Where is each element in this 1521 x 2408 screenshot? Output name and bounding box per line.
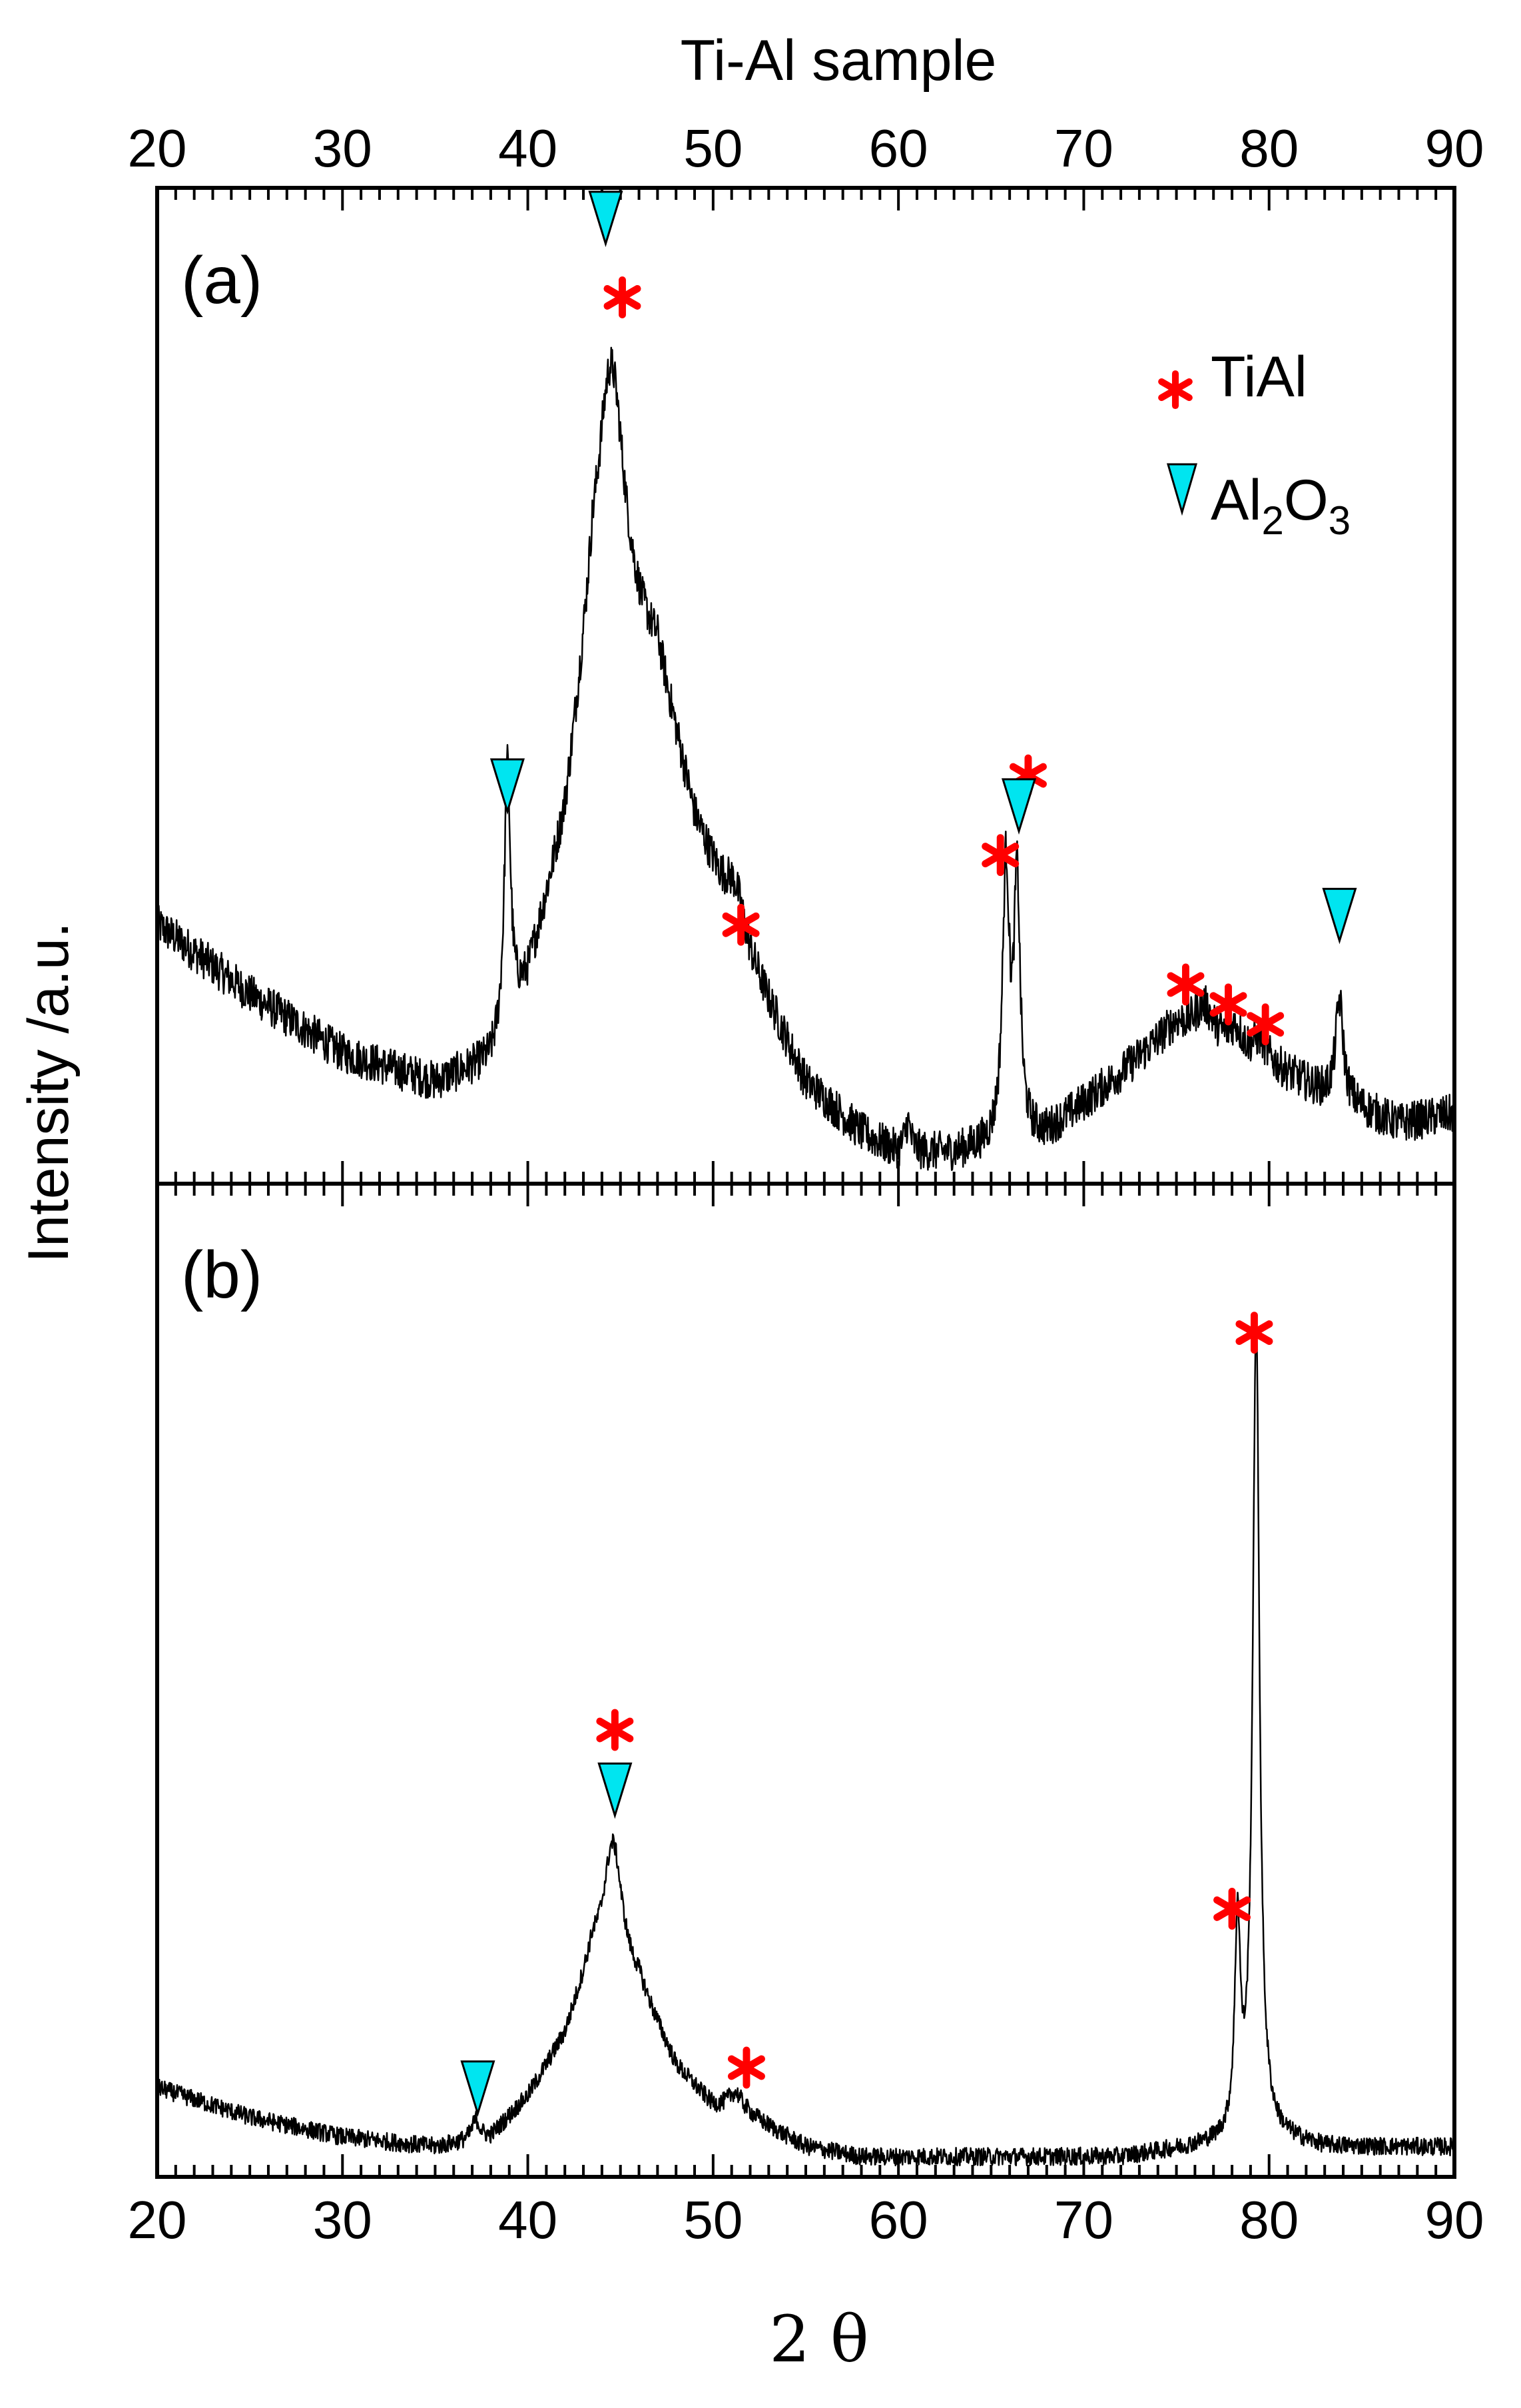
tial-asterisk-marker-icon (596, 1709, 634, 1751)
tial-asterisk-marker-icon (1247, 1003, 1285, 1046)
top-tick-label: 20 (128, 119, 187, 178)
panel-a: (a) (155, 186, 1456, 1186)
legend-al2o3-mid: O (1284, 468, 1329, 532)
bottom-tick-label: 80 (1239, 2190, 1299, 2249)
al2o3-triangle-marker-icon (588, 191, 623, 247)
al2o3-triangle-marker-icon (460, 2060, 495, 2117)
legend-al2o3-triangle-icon (1167, 463, 1197, 516)
tial-asterisk-marker-icon (1213, 1887, 1251, 1930)
top-tick-label: 90 (1425, 119, 1484, 178)
tial-asterisk-marker-icon (1235, 1312, 1273, 1354)
panel-b-label: (b) (181, 1238, 262, 1312)
al2o3-triangle-marker-icon (597, 1763, 633, 1819)
asterisk-stroke (982, 843, 1020, 868)
bottom-tick-label: 90 (1425, 2190, 1484, 2249)
legend-asterisk-shape (1158, 370, 1193, 410)
asterisk-stroke (596, 1717, 634, 1743)
legend-al2o3-main: Al (1211, 468, 1261, 532)
asterisk-stroke (603, 284, 641, 310)
al2o3-triangle-marker-icon (1322, 887, 1357, 945)
asterisk-stroke (722, 912, 760, 937)
asterisk-stroke (1235, 1320, 1273, 1346)
top-tick-label: 40 (498, 119, 557, 178)
bottom-tick-label: 60 (869, 2190, 928, 2249)
x-axis-title: 2 θ (769, 2302, 868, 2377)
top-tick-label: 60 (869, 119, 928, 178)
top-tick-label: 30 (313, 119, 372, 178)
tial-asterisk-marker-icon (722, 903, 760, 946)
asterisk-stroke (1167, 972, 1205, 997)
legend: TiAl Al2O3 (1158, 345, 1351, 543)
top-tick-labels: 20 30 40 50 60 70 80 90 (128, 119, 1484, 178)
top-tick-label: 50 (683, 119, 743, 178)
tial-asterisk-marker-icon (1167, 963, 1205, 1006)
tial-asterisk-marker-icon (982, 834, 1020, 877)
legend-tial-label: TiAl (1211, 345, 1307, 409)
bottom-tick-label: 30 (313, 2190, 372, 2249)
panel-b-spectrum (156, 1312, 1456, 2167)
bottom-tick-labels: 20 30 40 50 60 70 80 90 (128, 2190, 1484, 2249)
legend-al2o3-label: Al2O3 (1211, 468, 1351, 543)
al2o3-triangle-marker-icon (489, 758, 525, 815)
tial-asterisk-marker-icon (727, 2046, 765, 2089)
asterisk-stroke (1009, 763, 1047, 788)
asterisk-stroke (1158, 378, 1193, 402)
asterisk-stroke (1247, 1012, 1285, 1037)
legend-al2o3-sub2: 3 (1329, 498, 1351, 543)
panel-b-markers (460, 1312, 1273, 2117)
panel-b-ticks (156, 1184, 1456, 2177)
asterisk-stroke (727, 2055, 765, 2080)
top-tick-label: 80 (1239, 119, 1299, 178)
legend-al2o3-sub1: 2 (1261, 498, 1283, 543)
asterisk-stroke (1213, 1896, 1251, 1921)
y-axis-title: Intensity /a.u. (17, 922, 81, 1263)
asterisk-stroke (1209, 992, 1247, 1017)
legend-triangle-shape (1167, 463, 1197, 516)
legend-tial-asterisk-icon (1158, 370, 1193, 410)
top-tick-label: 70 (1054, 119, 1113, 178)
al2o3-triangle-marker-icon (1001, 778, 1037, 835)
panel-a-label: (a) (181, 243, 262, 318)
bottom-tick-label: 50 (683, 2190, 743, 2249)
tial-asterisk-marker-icon (603, 276, 641, 318)
panel-a-markers (489, 191, 1357, 1046)
bottom-tick-label: 70 (1054, 2190, 1113, 2249)
panel-a-spectrum (156, 346, 1456, 1171)
tial-asterisk-marker-icon (1209, 983, 1247, 1026)
panel-b: (b) (155, 1182, 1456, 2179)
chart-title: Ti-Al sample (681, 29, 997, 93)
bottom-tick-label: 20 (128, 2190, 187, 2249)
bottom-tick-label: 40 (498, 2190, 557, 2249)
